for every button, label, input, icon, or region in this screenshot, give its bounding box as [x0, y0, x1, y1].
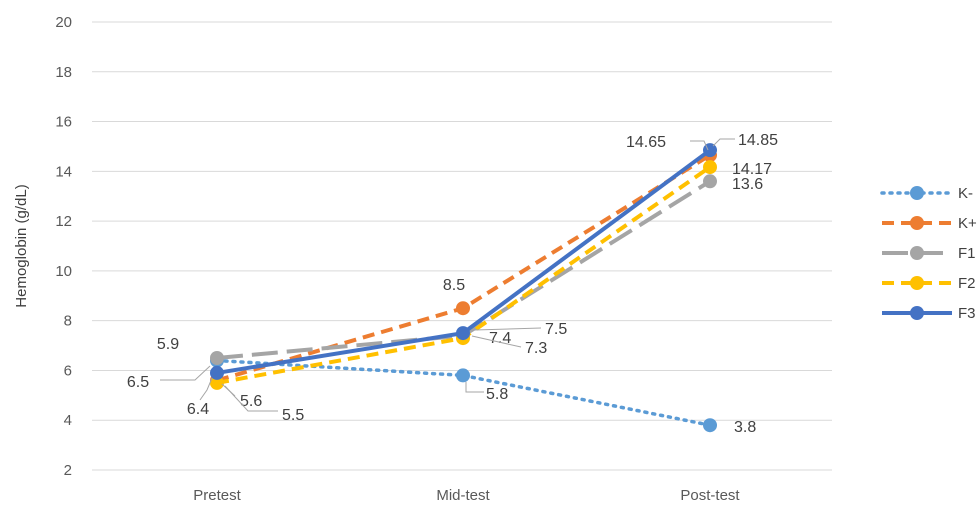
y-tick-12: 12	[55, 213, 72, 230]
legend-marker-F1	[910, 246, 924, 260]
data-label-F1-1: 7.4	[489, 330, 511, 347]
x-axis-ticks: Pretest Mid-test Post-test	[193, 487, 740, 504]
leader-line-K--1	[465, 382, 484, 393]
x-tick-2: Post-test	[680, 487, 740, 504]
point-F2-0	[210, 375, 224, 390]
data-labels: 5.9 6.5 6.4 5.6 5.5 8.5 7.5 7.4 7.3 5.8 14.65 14.85…	[127, 132, 778, 436]
data-label-K--1: 5.8	[486, 386, 508, 403]
point-F3-1	[456, 326, 470, 341]
y-tick-16: 16	[55, 114, 72, 131]
point-F1-0	[210, 351, 224, 365]
leader-line-F3-1	[474, 327, 542, 331]
data-label-K+-1: 8.5	[443, 277, 465, 294]
legend-marker-F2	[910, 276, 924, 290]
series-F2	[210, 160, 717, 390]
data-label-F3-1: 7.5	[545, 321, 567, 338]
x-tick-0: Pretest	[193, 487, 241, 504]
point-F1-2	[703, 174, 717, 189]
leader-line-F2-0	[224, 385, 278, 412]
leader-line-F3-2	[712, 138, 735, 147]
leader-line-K--0	[199, 377, 213, 401]
y-axis-title: Hemoglobin (g/dL)	[13, 184, 30, 307]
y-axis-ticks: 2 4 6 8 10 12 14 16 18 20	[55, 14, 72, 479]
data-label-K--2: 3.8	[734, 419, 756, 436]
leader-line-F2-1	[471, 335, 522, 348]
y-tick-14: 14	[55, 163, 72, 180]
data-label-F3-0: 5.9	[157, 336, 179, 353]
series-F3	[210, 143, 717, 380]
series-K+	[210, 148, 717, 388]
y-tick-10: 10	[55, 263, 72, 280]
point-F3-0	[210, 365, 224, 380]
data-label-F2-2: 14.17	[732, 161, 772, 178]
data-label-K+-0: 5.6	[240, 393, 262, 410]
data-label-K--0: 6.4	[187, 401, 209, 418]
leader-line-F1-0	[160, 365, 211, 381]
y-tick-18: 18	[55, 64, 72, 81]
data-label-F3-2: 14.85	[738, 132, 778, 149]
legend-label-K+: K+	[958, 215, 977, 232]
x-tick-1: Mid-test	[436, 487, 490, 504]
y-tick-20: 20	[55, 14, 72, 31]
series-line-K+	[216, 153, 712, 383]
y-tick-2: 2	[64, 462, 72, 479]
data-label-F2-0: 5.5	[282, 407, 304, 424]
data-label-F1-0: 6.5	[127, 374, 149, 391]
point-K+-1	[456, 301, 470, 316]
point-K--1	[456, 368, 470, 383]
y-tick-8: 8	[64, 313, 72, 330]
data-label-F2-1: 7.3	[525, 340, 547, 357]
data-label-F1-2: 13.6	[732, 176, 763, 193]
legend: K- K+ F1 F2 F3	[880, 185, 977, 322]
legend-label-F2: F2	[958, 275, 976, 292]
legend-label-K-: K-	[958, 185, 973, 202]
point-K--2	[703, 418, 717, 433]
point-F3-2	[703, 143, 717, 158]
point-F2-2	[703, 160, 717, 175]
data-label-K+-2: 14.65	[626, 134, 666, 151]
leader-line-K+-2	[690, 140, 709, 151]
y-tick-4: 4	[64, 412, 72, 429]
legend-label-F1: F1	[958, 245, 976, 262]
legend-marker-K+	[910, 216, 924, 230]
legend-marker-F3	[910, 306, 924, 320]
legend-label-F3: F3	[958, 305, 976, 322]
legend-marker-K-	[910, 186, 924, 200]
y-tick-6: 6	[64, 362, 72, 379]
